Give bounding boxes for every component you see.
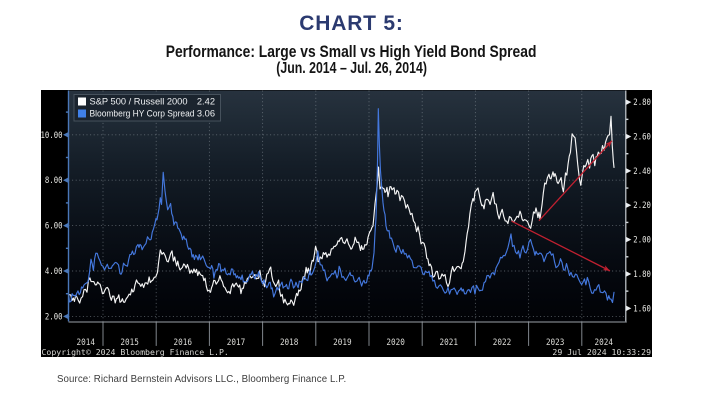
legend-value: 3.06 — [197, 109, 215, 119]
right-tick-arrow — [625, 271, 632, 277]
right-axis-label: 2.80 — [633, 98, 651, 108]
right-tick-arrow — [625, 202, 632, 209]
copyright-text: Copyright© 2024 Bloomberg Finance L.P. — [42, 347, 229, 357]
series-bloomberg-hy-corp-spread — [68, 108, 615, 304]
year-label: 2022 — [493, 338, 512, 348]
right-minor-tick — [625, 221, 629, 224]
right-tick-arrow — [625, 168, 632, 174]
left-tick-arrow — [63, 177, 69, 183]
left-tick-arrow — [63, 268, 69, 274]
right-minor-tick — [625, 153, 629, 155]
legend-value: 2.42 — [197, 97, 215, 107]
left-tick-arrow — [63, 132, 69, 138]
annotation-arrowhead — [605, 140, 612, 148]
year-label: 2024 — [595, 338, 614, 348]
year-label: 2014 — [77, 338, 96, 348]
year-label: 2016 — [174, 338, 193, 348]
source-line: Source: Richard Bernstein Advisors LLC.,… — [57, 373, 347, 385]
series-sp500-russell2000 — [68, 115, 615, 306]
left-axis: 2.00 4.00 6.00 8.00 10.00 — [41, 111, 69, 322]
right-minor-tick — [625, 256, 629, 258]
right-axis-label: 1.60 — [633, 304, 651, 314]
right-axis-label: 2.40 — [633, 167, 651, 177]
year-label: 2019 — [333, 338, 352, 348]
left-axis-label: 4.00 — [45, 267, 63, 277]
bloomberg-chart: 2.00 4.00 6.00 8.00 10.00 1.60 1.80 2.00 2.20 2.4… — [41, 90, 652, 357]
year-label: 2020 — [386, 338, 405, 348]
legend-label: Bloomberg HY Corp Spread — [90, 109, 195, 119]
left-axis-label: 10.00 — [41, 131, 63, 141]
chart-title: CHART 5: — [299, 12, 404, 35]
right-minor-tick — [625, 187, 629, 189]
right-axis-label: 2.60 — [633, 133, 651, 143]
plot-area — [68, 90, 626, 322]
left-tick-arrow — [63, 313, 69, 320]
legend-swatch — [78, 97, 86, 106]
left-axis-label: 2.00 — [45, 312, 63, 322]
year-label: 2018 — [280, 338, 299, 348]
chart-subtitle: Performance: Large vs Small vs High Yiel… — [166, 43, 537, 61]
annotation-arrowhead — [602, 265, 610, 271]
left-minor-tick — [65, 247, 69, 249]
year-label: 2021 — [440, 338, 459, 348]
year-label: 2017 — [227, 338, 246, 348]
left-minor-tick — [65, 293, 69, 295]
annotation-arrows — [511, 140, 613, 272]
left-axis-label: 8.00 — [45, 176, 63, 186]
year-label: 2023 — [546, 338, 565, 348]
left-axis-label: 6.00 — [45, 222, 63, 232]
chart-period: (Jun. 2014 – Jul. 26, 2014) — [276, 60, 427, 77]
legend-label: S&P 500 / Russell 2000 — [90, 97, 188, 107]
timestamp-text: 29 Jul 2024 10:33:29 — [552, 347, 651, 357]
gridlines — [68, 90, 626, 322]
right-tick-arrow — [625, 133, 632, 140]
left-minor-tick — [65, 111, 69, 113]
right-axis: 1.60 1.80 2.00 2.20 2.40 2.60 2.80 — [625, 98, 651, 314]
annotation-arrow-line — [511, 220, 611, 272]
right-axis-label: 1.80 — [633, 270, 651, 280]
right-minor-tick — [625, 290, 629, 292]
year-label: 2015 — [120, 338, 139, 348]
right-axis-label: 2.00 — [633, 236, 651, 246]
left-minor-tick — [65, 156, 69, 159]
legend-swatch — [78, 109, 86, 118]
right-tick-arrow — [625, 236, 632, 243]
right-axis-label: 2.20 — [633, 201, 651, 211]
legend-box — [73, 94, 221, 122]
right-minor-tick — [625, 118, 629, 121]
annotation-arrow-line — [538, 140, 613, 222]
x-axis: 2014 2015 2016 2017 2018 2019 2020 2021 2022 2023… — [77, 322, 614, 348]
right-tick-arrow — [625, 99, 632, 105]
left-minor-tick — [65, 202, 69, 204]
left-tick-arrow — [63, 222, 69, 229]
right-tick-arrow — [625, 305, 632, 312]
